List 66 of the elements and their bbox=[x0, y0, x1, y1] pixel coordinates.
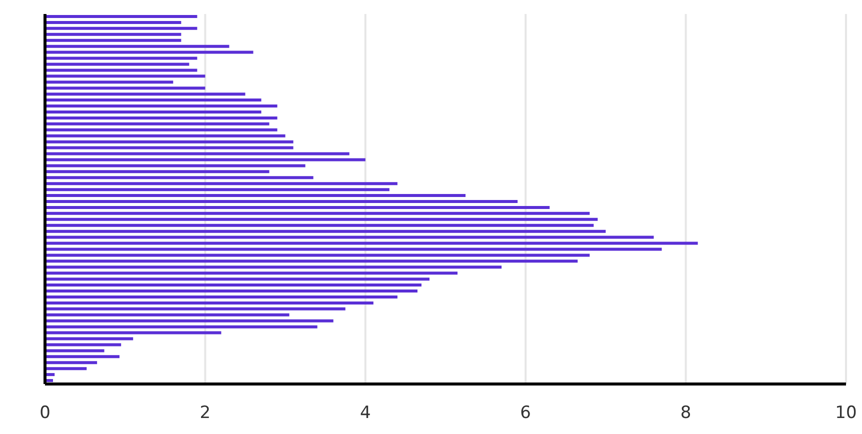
bar bbox=[45, 343, 122, 346]
bar bbox=[45, 74, 206, 78]
x-tick-label: 6 bbox=[520, 403, 532, 424]
bar bbox=[45, 44, 230, 48]
x-tick-label: 0 bbox=[40, 403, 50, 424]
bar bbox=[45, 337, 134, 340]
bar bbox=[45, 313, 290, 316]
bar bbox=[45, 92, 246, 96]
bar bbox=[45, 116, 278, 120]
bar bbox=[45, 182, 398, 186]
bar bbox=[45, 176, 314, 180]
bar bbox=[45, 56, 198, 60]
bar bbox=[45, 307, 346, 310]
bar bbox=[45, 260, 578, 263]
bar bbox=[45, 218, 598, 221]
bar bbox=[45, 254, 590, 257]
bar bbox=[45, 206, 550, 209]
bar bbox=[45, 361, 98, 364]
bar bbox=[45, 80, 174, 84]
bar bbox=[45, 134, 286, 138]
bar bbox=[45, 200, 518, 203]
bar bbox=[45, 236, 654, 239]
bar bbox=[45, 355, 120, 358]
x-tick-label: 2 bbox=[200, 403, 211, 424]
bar bbox=[45, 331, 222, 334]
bar bbox=[45, 26, 198, 30]
bar bbox=[45, 32, 182, 36]
bar bbox=[45, 325, 318, 328]
bar bbox=[45, 266, 502, 269]
bar bbox=[45, 290, 418, 293]
bar bbox=[45, 224, 594, 227]
bar bbox=[45, 230, 606, 233]
bar bbox=[45, 122, 270, 126]
bar bbox=[45, 242, 698, 245]
bar bbox=[45, 164, 306, 168]
bar bbox=[45, 104, 278, 108]
bar bbox=[45, 284, 422, 287]
bar bbox=[45, 152, 350, 156]
x-tick-label: 10 bbox=[835, 403, 857, 424]
bar bbox=[45, 158, 366, 162]
bar bbox=[45, 301, 374, 304]
bar bbox=[45, 278, 430, 281]
bar bbox=[45, 319, 334, 322]
bar bbox=[45, 295, 398, 298]
bar bbox=[45, 50, 254, 54]
bar bbox=[45, 20, 182, 24]
x-tick-label: 4 bbox=[360, 403, 371, 424]
bar bbox=[45, 140, 294, 144]
bar bbox=[45, 188, 390, 192]
bar bbox=[45, 15, 198, 18]
bar bbox=[45, 194, 466, 198]
bar bbox=[45, 68, 198, 72]
bar bbox=[45, 367, 87, 370]
x-tick-label: 8 bbox=[680, 403, 692, 424]
bar bbox=[45, 272, 458, 275]
bar bbox=[45, 110, 262, 114]
bar bbox=[45, 349, 104, 352]
bar bbox=[45, 170, 270, 174]
bar bbox=[45, 248, 662, 251]
bar bbox=[45, 86, 206, 90]
bar bbox=[45, 98, 262, 102]
bar bbox=[45, 62, 190, 66]
bar bbox=[45, 128, 278, 132]
bar bbox=[45, 146, 294, 150]
bar bbox=[45, 38, 182, 42]
bar bbox=[45, 212, 590, 215]
